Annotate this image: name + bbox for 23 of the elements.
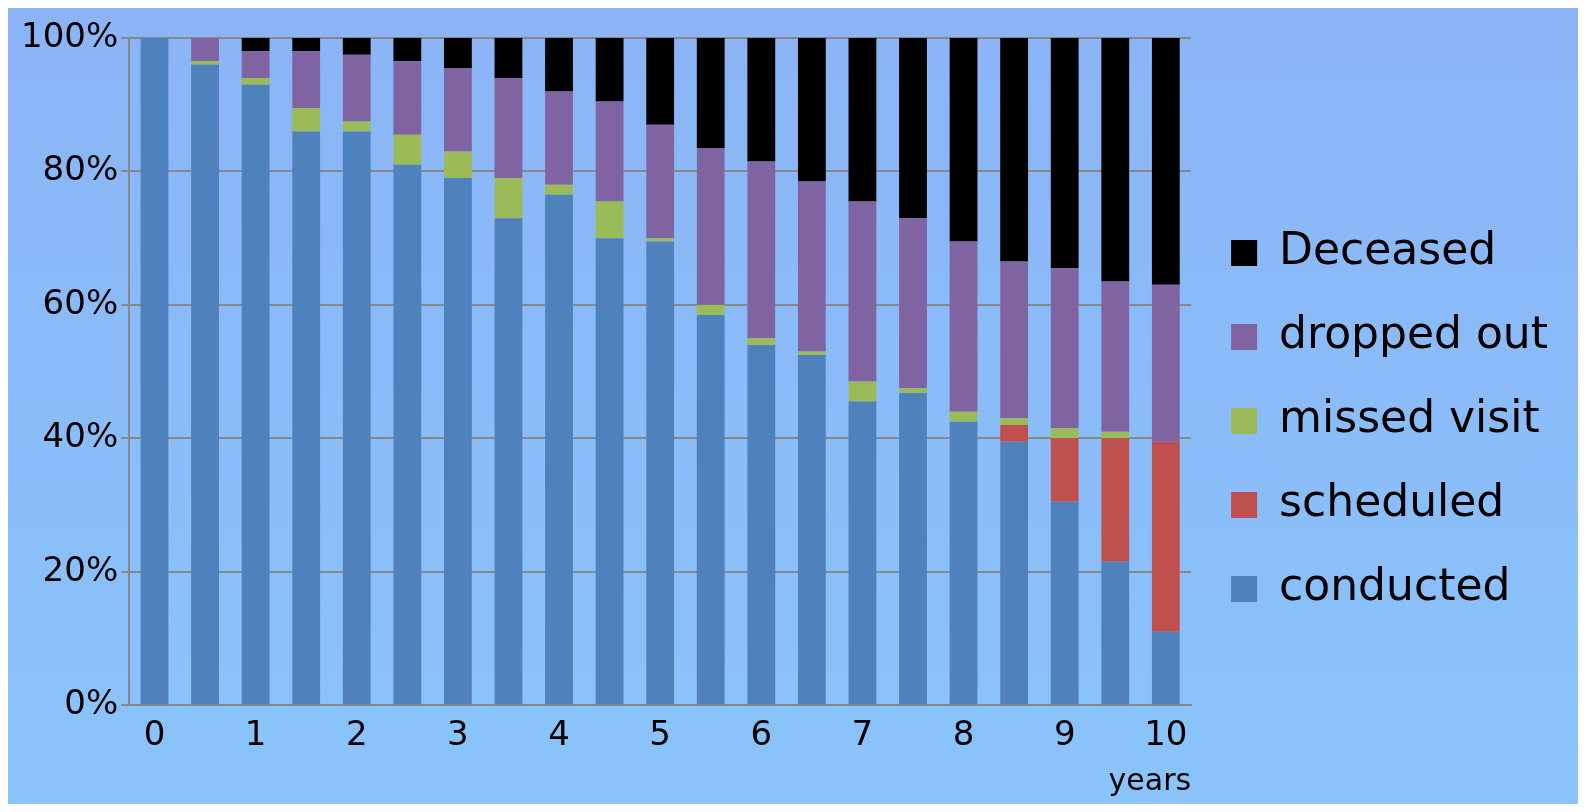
x-axis-title: years [1108, 761, 1192, 797]
x-tick-label: 9 [1053, 713, 1076, 754]
legend-label: Deceased [1279, 223, 1497, 275]
y-tick-label: 80% [42, 148, 119, 189]
y-tick-label: 0% [64, 682, 119, 723]
x-tick-label: 7 [851, 713, 874, 754]
y-tick-label: 60% [42, 281, 119, 322]
x-tick-label: 8 [952, 713, 975, 754]
legend-label: dropped out [1279, 307, 1549, 359]
x-tick-label: 1 [244, 713, 267, 754]
x-tick-label: 5 [649, 713, 671, 754]
x-tick-label: 2 [345, 713, 368, 754]
x-tick-label: 10 [1144, 713, 1188, 754]
x-tick-label: 3 [447, 713, 469, 754]
x-tick-label: 6 [750, 713, 773, 754]
y-tick-label: 40% [42, 415, 119, 456]
y-tick-label: 100% [21, 14, 119, 55]
legend-label: scheduled [1279, 475, 1505, 527]
legend-label: conducted [1279, 559, 1511, 611]
y-tick-label: 20% [42, 548, 119, 589]
x-tick-label: 0 [143, 713, 166, 754]
x-tick-label: 4 [548, 713, 570, 754]
legend-label: missed visit [1279, 391, 1540, 443]
